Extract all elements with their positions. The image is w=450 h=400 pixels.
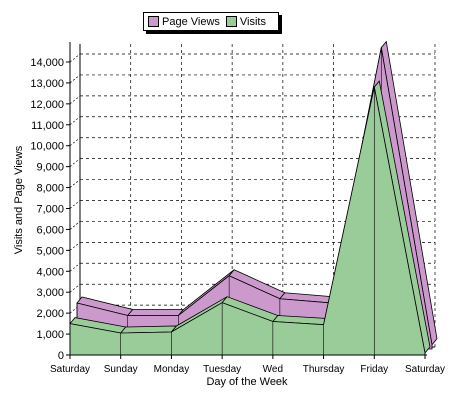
grid-line-depth [69, 200, 81, 209]
x-tick-label: Friday [360, 364, 388, 375]
legend-swatch-page-views [148, 16, 159, 27]
x-tick-label: Tuesday [203, 364, 241, 375]
grid-line-depth [69, 283, 81, 293]
x-axis: Saturday Sunday Monday Tuesday Wed Thursday Fr… [50, 354, 445, 375]
grid-line-depth [69, 95, 81, 105]
legend: Page Views Visits [143, 12, 279, 31]
x-tick-label: Sunday [104, 364, 138, 375]
x-tick-label: Wed [263, 364, 283, 375]
x-tick-label: Saturday [405, 364, 445, 375]
grid-line-depth [69, 116, 81, 126]
x-tick-label: Saturday [50, 364, 90, 375]
legend-item-page-views: Page Views [148, 16, 220, 28]
grid-line-depth [69, 242, 81, 251]
y-axis: 0 1,000 2,000 3,000 4,000 5,000 6,000 7,000 8,00… [30, 42, 71, 362]
legend-label-visits: Visits [239, 15, 266, 28]
y-axis-title: Visits and Page Views [13, 145, 25, 254]
y-tick-label: 0 [58, 350, 64, 362]
y-tick-label: 13,000 [30, 78, 64, 90]
y-tick-label: 11,000 [31, 120, 64, 132]
y-tick-label: 6,000 [36, 224, 64, 236]
y-tick-label: 8,000 [36, 183, 64, 195]
page-views-top-band [126, 309, 185, 316]
series-areas [69, 40, 438, 356]
y-tick-label: 1,000 [36, 329, 64, 341]
grid-line-depth [69, 74, 81, 84]
y-tick-label: 12,000 [30, 99, 64, 111]
y-tick-label: 5,000 [36, 245, 64, 257]
y-tick-label: 10,000 [30, 141, 64, 153]
y-tick-label: 3,000 [36, 287, 64, 299]
y-tick-label: 9,000 [36, 162, 64, 174]
grid-line-depth [69, 137, 81, 146]
grid-line-depth [69, 179, 81, 188]
y-tick-label: 2,000 [36, 308, 64, 320]
y-tick-label: 7,000 [36, 204, 64, 216]
grid-line-depth [69, 263, 81, 272]
grid-line-depth [69, 158, 81, 167]
y-tick-label: 14,000 [30, 57, 64, 69]
grid-line-depth [69, 53, 81, 63]
legend-label-page-views: Page Views [162, 15, 220, 28]
x-tick-label: Thursday [303, 364, 345, 375]
x-axis-title: Day of the Week [206, 376, 288, 388]
grid-line-depth [69, 221, 81, 230]
y-tick-label: 4,000 [36, 266, 64, 278]
legend-item-visits: Visits [225, 15, 266, 28]
legend-swatch-visits [225, 16, 237, 27]
x-tick-label: Monday [154, 364, 190, 375]
